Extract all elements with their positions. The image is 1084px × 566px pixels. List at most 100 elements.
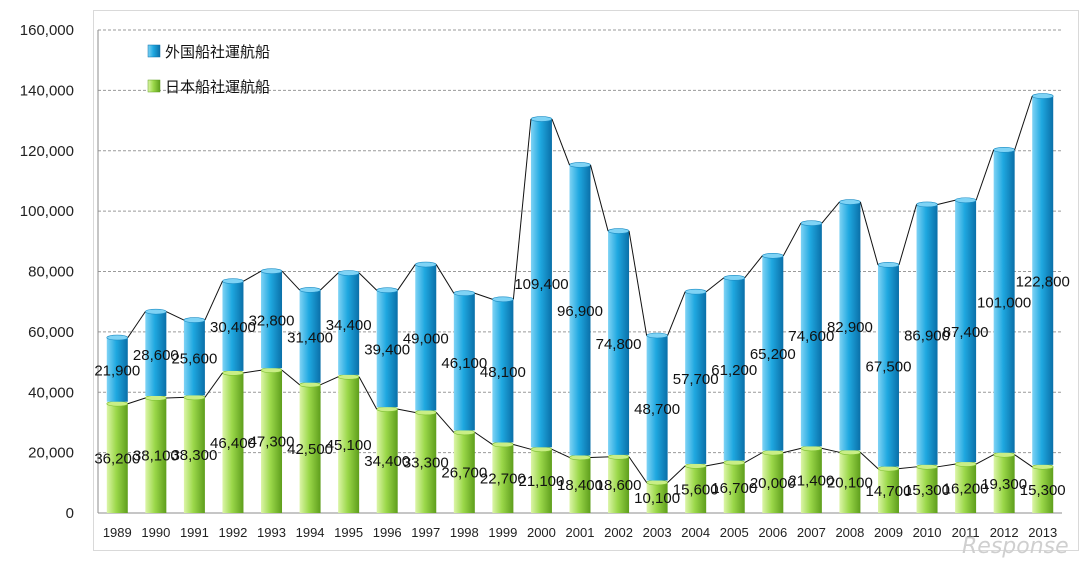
series-line-japan	[667, 465, 686, 483]
data-label-foreign: 122,800	[1016, 273, 1070, 290]
data-label-japan: 38,300	[171, 447, 217, 464]
x-tick-label: 2010	[913, 525, 942, 540]
data-label-foreign: 49,000	[403, 331, 449, 348]
x-tick-label: 2012	[990, 525, 1019, 540]
series-line-total	[937, 199, 956, 205]
data-label-japan: 46,400	[210, 435, 256, 452]
bar-japan-segment	[299, 384, 321, 513]
series-line-japan	[166, 396, 184, 399]
series-line-japan	[975, 454, 994, 465]
data-label-japan: 38,100	[133, 447, 179, 464]
data-label-japan: 33,300	[403, 455, 449, 472]
bar-foreign-cap	[492, 296, 514, 303]
series-line-total	[782, 222, 802, 257]
bar-japan-cap	[723, 459, 746, 466]
data-label-foreign: 96,900	[557, 303, 603, 320]
series-line-japan	[513, 443, 532, 450]
y-tick-label: 0	[66, 505, 74, 522]
data-labels: 36,200 21,900 38,100 28,600 38,300 25,600 46,4…	[94, 273, 1070, 506]
x-tick-label: 2005	[720, 525, 749, 540]
data-label-japan: 42,500	[287, 441, 333, 458]
bar-japan-segment	[993, 454, 1015, 513]
bar-japan-segment	[492, 444, 514, 513]
bar-foreign-cap	[684, 288, 707, 295]
bar-foreign-cap	[723, 275, 746, 281]
bar-japan-segment	[222, 372, 244, 513]
series-line-total	[166, 311, 185, 321]
series-line-japan	[744, 452, 763, 464]
series-line-total	[628, 230, 648, 336]
bar-foreign-segment	[685, 291, 707, 464]
data-label-japan: 19,300	[981, 476, 1027, 493]
bar-japan-segment	[608, 456, 630, 513]
series-line-total	[320, 272, 339, 291]
data-label-foreign: 34,400	[326, 317, 372, 334]
x-tick-label: 1989	[103, 525, 132, 540]
series-line-japan	[358, 376, 378, 410]
x-tick-label: 2008	[835, 525, 864, 540]
data-label-foreign: 30,400	[210, 319, 256, 336]
bar-japan-segment	[530, 449, 552, 513]
series-line-japan	[127, 397, 146, 405]
series-line-total	[512, 119, 532, 300]
bar-japan-cap	[492, 441, 514, 448]
series-line-japan	[937, 463, 956, 468]
y-tick-label: 80,000	[28, 264, 74, 281]
bar-japan-cap	[145, 395, 167, 401]
data-label-foreign: 61,200	[711, 362, 757, 379]
bar-japan-segment	[685, 465, 707, 513]
bar-japan-segment	[877, 468, 899, 513]
series-line-total	[243, 270, 262, 282]
bar-japan-cap	[839, 449, 861, 456]
x-tick-label: 2004	[681, 525, 710, 540]
legend-swatch-foreign	[147, 44, 161, 58]
data-label-foreign: 21,900	[94, 363, 140, 380]
bar-foreign-cap	[453, 290, 476, 297]
bar-japan-segment	[1032, 466, 1054, 513]
bar-japan-cap	[530, 446, 553, 453]
series-line-japan	[281, 369, 300, 386]
bar-japan-cap	[800, 445, 823, 452]
bar-japan-segment	[106, 403, 128, 513]
bar-japan-segment	[145, 397, 167, 513]
data-label-japan: 15,600	[673, 481, 719, 498]
series-line-japan	[1014, 454, 1033, 468]
x-tick-label: 2009	[874, 525, 903, 540]
series-line-total	[667, 291, 686, 336]
bar-foreign-segment	[877, 264, 899, 467]
bar-foreign-segment	[569, 164, 591, 456]
data-label-japan: 18,400	[557, 477, 603, 494]
data-label-foreign: 39,400	[364, 342, 410, 359]
series-line-japan	[860, 451, 879, 469]
bar-foreign-segment	[800, 223, 822, 447]
bar-foreign-segment	[145, 311, 167, 396]
bar-foreign-segment	[492, 299, 514, 443]
bar-japan-cap	[761, 449, 784, 456]
legend: 外国船社運航船 日本船社運航船	[147, 43, 270, 96]
bar-japan-segment	[338, 376, 360, 513]
bar-foreign-segment	[993, 149, 1015, 453]
bar-foreign-cap	[414, 261, 437, 268]
bar-japan-segment	[453, 432, 475, 513]
y-tick-label: 60,000	[28, 324, 74, 341]
data-label-foreign: 25,600	[171, 351, 217, 368]
bar-foreign-cap	[145, 308, 167, 315]
bar-foreign-cap	[376, 287, 399, 294]
x-tick-label: 1991	[180, 525, 209, 540]
y-tick-label: 140,000	[20, 82, 74, 99]
series-line-total	[975, 149, 995, 201]
data-label-japan: 47,300	[249, 434, 295, 451]
bar-foreign-cap	[800, 220, 823, 226]
bar-japan-cap	[916, 464, 938, 470]
series-line-japan	[898, 466, 917, 470]
bar-foreign-cap	[222, 278, 244, 284]
data-label-japan: 10,100	[634, 490, 680, 507]
data-label-foreign: 57,700	[673, 371, 719, 388]
data-label-foreign: 86,900	[904, 328, 950, 345]
bar-japan-segment	[646, 482, 668, 513]
data-label-foreign: 87,400	[943, 324, 989, 341]
data-label-foreign: 65,200	[750, 346, 796, 363]
series-line-japan	[474, 431, 493, 445]
series-line-japan	[551, 448, 570, 458]
